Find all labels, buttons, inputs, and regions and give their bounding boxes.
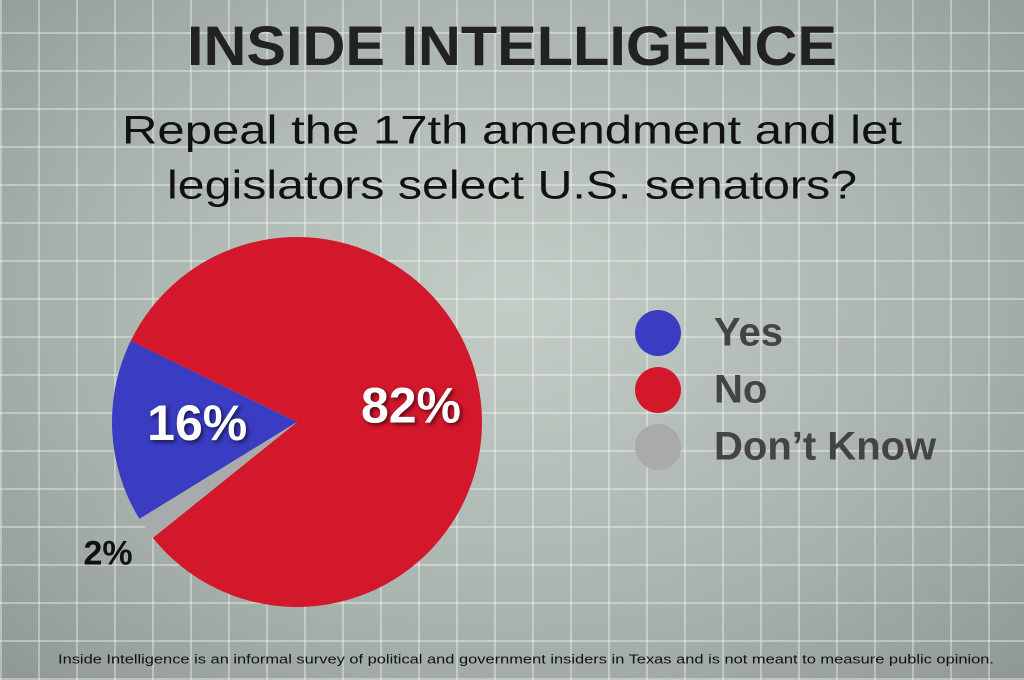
chart-subtitle: Repeal the 17th amendment and let: [122, 109, 902, 153]
legend-label: No: [714, 368, 767, 412]
value-label: 16%: [147, 395, 247, 451]
legend-swatch: [635, 367, 681, 413]
pie-slice: [130, 236, 483, 607]
value-label: 82%: [361, 377, 461, 433]
chart-subtitle: legislators select U.S. senators?: [167, 164, 857, 208]
legend-swatch: [635, 424, 681, 470]
legend-label: Don’t Know: [714, 425, 937, 469]
value-label: 2%: [83, 534, 132, 572]
footnote: Inside Intelligence is an informal surve…: [58, 651, 994, 666]
pie-slice: [139, 422, 297, 538]
pie-slice: [111, 340, 297, 519]
legend-swatch: [635, 310, 681, 356]
chart-title: INSIDE INTELLIGENCE: [187, 14, 837, 77]
legend-label: Yes: [714, 311, 783, 355]
